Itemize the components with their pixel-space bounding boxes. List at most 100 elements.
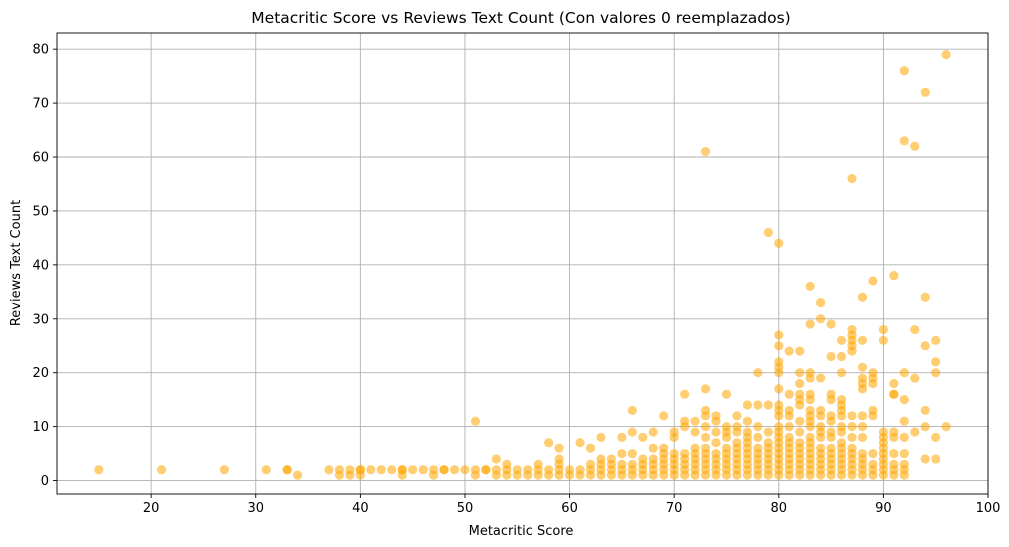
data-point xyxy=(408,465,418,475)
data-point xyxy=(910,141,920,151)
data-point xyxy=(920,87,930,97)
data-point xyxy=(774,384,784,394)
data-point xyxy=(627,448,637,459)
data-point xyxy=(648,454,658,464)
data-point xyxy=(721,422,732,432)
data-point xyxy=(805,389,815,399)
data-point xyxy=(585,443,596,453)
data-point xyxy=(836,368,847,378)
y-tick-label: 70 xyxy=(32,97,49,112)
y-tick-label: 10 xyxy=(32,420,49,435)
data-point xyxy=(857,411,868,421)
data-point xyxy=(899,395,909,405)
data-point xyxy=(627,427,637,437)
data-point xyxy=(345,470,355,480)
data-point xyxy=(816,314,826,324)
data-point xyxy=(659,443,669,453)
data-point xyxy=(470,416,481,426)
data-point xyxy=(491,470,501,480)
y-tick-label: 30 xyxy=(32,312,49,327)
data-point xyxy=(627,470,637,480)
data-point xyxy=(795,416,805,426)
data-point xyxy=(931,335,941,345)
data-point xyxy=(680,389,690,399)
data-point xyxy=(449,465,460,475)
data-point xyxy=(680,416,690,426)
data-point xyxy=(868,459,878,469)
data-point xyxy=(700,384,711,394)
data-point xyxy=(439,465,449,475)
data-point xyxy=(826,389,836,399)
data-point xyxy=(680,448,690,459)
data-point xyxy=(491,454,501,464)
data-point xyxy=(763,427,773,437)
data-point xyxy=(826,411,836,421)
data-point xyxy=(857,448,868,459)
x-tick-label: 50 xyxy=(457,501,474,516)
data-point xyxy=(847,173,857,184)
data-point xyxy=(700,470,711,480)
data-point xyxy=(899,448,909,459)
data-point xyxy=(920,292,930,302)
data-point xyxy=(606,454,617,464)
data-point xyxy=(711,411,721,421)
data-point xyxy=(899,416,909,426)
data-point xyxy=(889,389,899,399)
y-axis-ticks: 0 10 20 30 40 50 60 70 80 xyxy=(32,43,57,489)
y-tick-label: 40 xyxy=(32,258,49,273)
x-tick-label: 80 xyxy=(771,501,788,516)
data-point xyxy=(617,432,627,442)
data-point xyxy=(857,373,868,383)
data-point xyxy=(721,443,732,453)
y-tick-label: 20 xyxy=(32,366,49,381)
data-point xyxy=(784,432,794,442)
data-point xyxy=(899,459,909,469)
data-point xyxy=(648,443,658,453)
data-point xyxy=(418,465,428,475)
data-point xyxy=(753,422,763,432)
data-point xyxy=(397,465,407,475)
data-point xyxy=(659,411,669,421)
data-point xyxy=(700,147,711,157)
data-point xyxy=(836,395,847,405)
data-point xyxy=(763,470,773,480)
data-point xyxy=(753,432,763,442)
y-tick-label: 80 xyxy=(32,43,49,58)
data-point xyxy=(826,319,836,329)
data-point xyxy=(638,454,648,464)
data-point xyxy=(857,335,868,345)
data-point xyxy=(742,400,753,410)
data-point xyxy=(931,357,941,367)
data-point xyxy=(795,378,805,389)
data-point xyxy=(774,330,784,340)
data-point xyxy=(774,357,784,367)
data-point xyxy=(857,292,868,302)
x-tick-label: 70 xyxy=(666,501,683,516)
data-point xyxy=(878,427,888,437)
data-point xyxy=(627,459,637,469)
data-point xyxy=(523,470,533,480)
data-point xyxy=(836,438,847,448)
data-point xyxy=(857,432,868,442)
data-point xyxy=(941,422,951,432)
x-tick-label: 100 xyxy=(976,501,1001,516)
data-point xyxy=(648,427,658,437)
x-tick-label: 30 xyxy=(247,501,264,516)
data-point xyxy=(857,470,868,480)
data-point xyxy=(774,238,784,248)
data-point xyxy=(868,276,878,286)
data-point xyxy=(690,427,700,437)
data-point xyxy=(836,351,847,362)
data-point xyxy=(753,443,763,453)
data-point xyxy=(774,341,784,351)
data-point xyxy=(816,470,826,480)
y-tick-label: 0 xyxy=(41,474,49,489)
y-axis-title: Reviews Text Count xyxy=(9,200,24,326)
data-point xyxy=(899,432,909,442)
data-point xyxy=(889,378,899,389)
data-point xyxy=(774,400,784,410)
data-point xyxy=(805,405,815,416)
data-point xyxy=(742,427,753,437)
data-point xyxy=(544,438,554,448)
